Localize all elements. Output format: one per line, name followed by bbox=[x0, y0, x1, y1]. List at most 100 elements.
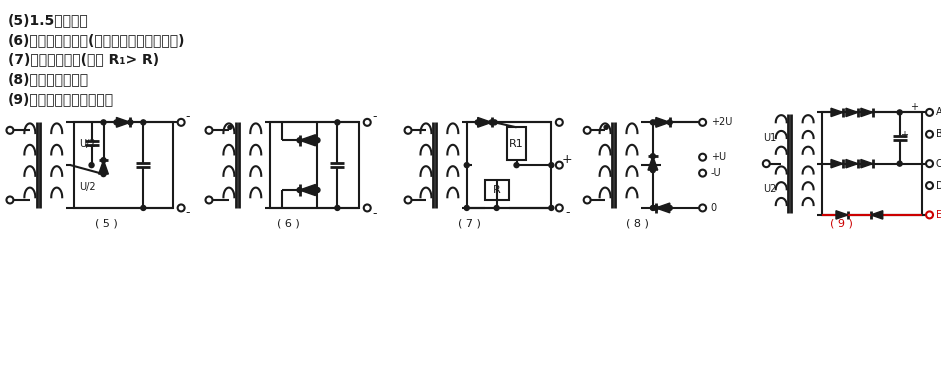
Circle shape bbox=[926, 160, 933, 167]
Text: U/2: U/2 bbox=[79, 181, 96, 191]
Circle shape bbox=[114, 120, 119, 125]
Circle shape bbox=[7, 127, 13, 134]
Text: R: R bbox=[493, 185, 501, 195]
Text: A: A bbox=[935, 107, 941, 117]
Circle shape bbox=[650, 168, 655, 173]
Circle shape bbox=[205, 127, 213, 134]
Circle shape bbox=[205, 197, 213, 204]
Circle shape bbox=[494, 206, 499, 211]
Polygon shape bbox=[648, 156, 658, 170]
Text: C: C bbox=[935, 159, 941, 168]
Circle shape bbox=[667, 120, 672, 125]
Text: ( 7 ): ( 7 ) bbox=[458, 219, 481, 229]
Circle shape bbox=[926, 182, 933, 189]
Text: (6)全波整流新电路(二极管可接接地散热片): (6)全波整流新电路(二极管可接接地散热片) bbox=[8, 33, 185, 47]
Text: (7)单管全波整流(要求 R₁> R): (7)单管全波整流(要求 R₁> R) bbox=[8, 53, 159, 67]
Text: U/2: U/2 bbox=[79, 139, 96, 149]
Text: (5)1.5倍压电路: (5)1.5倍压电路 bbox=[8, 13, 88, 27]
Circle shape bbox=[492, 120, 497, 125]
Circle shape bbox=[604, 125, 608, 129]
Circle shape bbox=[699, 154, 706, 161]
Circle shape bbox=[101, 158, 106, 163]
Circle shape bbox=[667, 206, 672, 211]
Circle shape bbox=[897, 161, 902, 166]
Circle shape bbox=[315, 138, 320, 143]
Circle shape bbox=[178, 119, 184, 126]
Text: ( 9 ): ( 9 ) bbox=[830, 219, 853, 229]
Text: ( 8 ): ( 8 ) bbox=[626, 219, 648, 229]
Text: E: E bbox=[935, 210, 941, 220]
Text: -: - bbox=[372, 110, 376, 123]
Text: +: + bbox=[562, 152, 572, 166]
Polygon shape bbox=[299, 135, 315, 146]
Polygon shape bbox=[831, 160, 843, 168]
Circle shape bbox=[897, 110, 902, 115]
Text: U2: U2 bbox=[763, 184, 776, 194]
Polygon shape bbox=[836, 211, 848, 219]
Circle shape bbox=[763, 160, 770, 167]
Text: +: + bbox=[910, 103, 917, 112]
Circle shape bbox=[556, 119, 563, 126]
Text: D: D bbox=[935, 181, 941, 191]
Polygon shape bbox=[117, 117, 131, 127]
Text: ( 5 ): ( 5 ) bbox=[95, 219, 118, 229]
Polygon shape bbox=[656, 117, 670, 127]
Polygon shape bbox=[478, 117, 491, 127]
Text: -: - bbox=[372, 207, 376, 220]
Circle shape bbox=[926, 131, 933, 138]
Circle shape bbox=[464, 206, 470, 211]
Text: R1: R1 bbox=[509, 139, 524, 149]
Circle shape bbox=[475, 120, 480, 125]
Polygon shape bbox=[831, 108, 843, 117]
Bar bbox=[822, 112, 921, 215]
Polygon shape bbox=[656, 203, 670, 213]
Bar bbox=[506, 127, 526, 160]
Text: -: - bbox=[185, 110, 190, 123]
Polygon shape bbox=[99, 160, 108, 174]
Circle shape bbox=[178, 204, 184, 211]
Circle shape bbox=[653, 120, 659, 125]
Circle shape bbox=[464, 163, 470, 168]
Circle shape bbox=[650, 206, 655, 211]
Bar bbox=[467, 122, 551, 208]
Circle shape bbox=[405, 127, 411, 134]
Polygon shape bbox=[861, 160, 873, 168]
Circle shape bbox=[514, 163, 519, 168]
Circle shape bbox=[315, 188, 320, 193]
Circle shape bbox=[7, 197, 13, 204]
Circle shape bbox=[141, 120, 146, 125]
Circle shape bbox=[926, 109, 933, 116]
Circle shape bbox=[335, 206, 340, 211]
Circle shape bbox=[549, 206, 554, 211]
Bar bbox=[73, 122, 173, 208]
Circle shape bbox=[650, 154, 655, 159]
Circle shape bbox=[101, 172, 106, 177]
Circle shape bbox=[89, 163, 94, 168]
Polygon shape bbox=[861, 108, 873, 117]
Circle shape bbox=[297, 138, 302, 143]
Circle shape bbox=[128, 120, 133, 125]
Circle shape bbox=[926, 211, 933, 218]
Polygon shape bbox=[299, 184, 315, 196]
Circle shape bbox=[650, 120, 655, 125]
Polygon shape bbox=[846, 108, 858, 117]
Circle shape bbox=[405, 197, 411, 204]
Text: (9)五种电压输出整流电路: (9)五种电压输出整流电路 bbox=[8, 92, 114, 106]
Text: B: B bbox=[935, 129, 941, 139]
Circle shape bbox=[556, 162, 563, 168]
Polygon shape bbox=[846, 160, 858, 168]
Circle shape bbox=[101, 120, 106, 125]
Circle shape bbox=[583, 127, 591, 134]
Text: ( 6 ): ( 6 ) bbox=[278, 219, 300, 229]
Circle shape bbox=[556, 204, 563, 211]
Circle shape bbox=[364, 204, 371, 211]
Text: -U: -U bbox=[710, 168, 721, 178]
Circle shape bbox=[549, 163, 554, 168]
Bar bbox=[485, 180, 508, 200]
Text: +: + bbox=[900, 130, 908, 140]
Circle shape bbox=[653, 206, 659, 211]
Text: +U: +U bbox=[710, 152, 726, 162]
Bar bbox=[270, 122, 359, 208]
Circle shape bbox=[699, 204, 706, 211]
Text: -: - bbox=[565, 206, 569, 220]
